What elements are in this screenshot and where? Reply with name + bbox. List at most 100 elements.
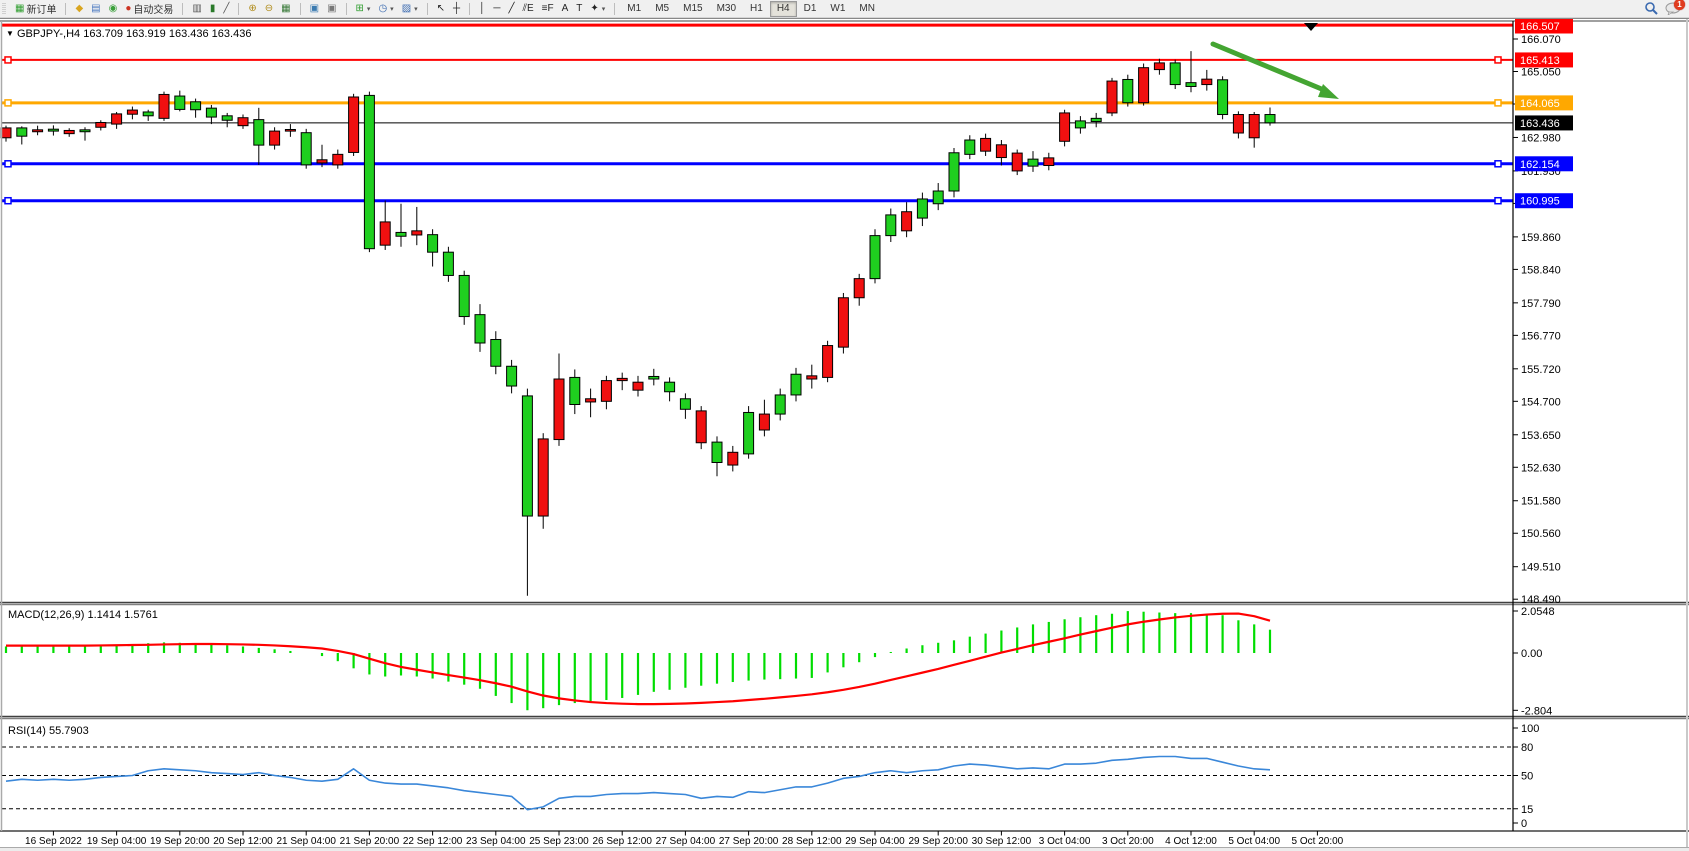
timeframe-w1-button[interactable]: W1 xyxy=(830,2,846,14)
time-axis-label: 30 Sep 12:00 xyxy=(972,836,1032,847)
timeframe-m1-button[interactable]: M1 xyxy=(627,2,642,14)
chart-title-collapse-icon[interactable]: ▼ xyxy=(6,29,14,38)
rsi-indicator-label: RSI(14) 55.7903 xyxy=(8,725,89,737)
candle xyxy=(158,93,170,119)
templates-icon[interactable]: ▨ ▾ xyxy=(398,0,422,17)
data-window-icon[interactable]: ▤ xyxy=(87,0,104,17)
candle xyxy=(126,109,138,115)
periods-clock-icon-caret[interactable]: ▾ xyxy=(390,5,394,13)
candle xyxy=(348,96,360,153)
zoom-in-icon[interactable]: ⊕ xyxy=(244,0,260,17)
level-handle[interactable] xyxy=(4,56,12,64)
candle xyxy=(695,410,707,444)
timeframe-mn-button[interactable]: MN xyxy=(859,2,875,14)
candlestick-chart-icon: ▮ xyxy=(209,2,216,14)
fibonacci-icon: ≡F xyxy=(541,2,554,14)
level-handle[interactable] xyxy=(4,196,12,205)
candle xyxy=(822,345,834,378)
timeframe-m30-button[interactable]: M30 xyxy=(716,2,737,14)
candle xyxy=(190,101,202,111)
text-icon[interactable]: A xyxy=(558,0,573,17)
level-handle[interactable] xyxy=(1494,160,1502,168)
rsi-axis-label: 15 xyxy=(1521,804,1533,816)
price-tag xyxy=(1515,193,1573,209)
quotes-icon[interactable]: ◆ xyxy=(71,0,87,17)
new-order-button[interactable]: ▦ 新订单 xyxy=(11,0,60,17)
navigator-icon[interactable]: ◉ xyxy=(105,0,122,17)
cursor-icon[interactable]: ↖ xyxy=(433,0,449,17)
new-chart-icon[interactable]: ▣ xyxy=(306,0,323,17)
level-handle[interactable] xyxy=(1494,196,1502,205)
indicators-icon-caret[interactable]: ▾ xyxy=(366,5,371,13)
profiles-icon: ▣ xyxy=(327,2,337,14)
time-axis-label: 27 Sep 20:00 xyxy=(719,836,779,847)
level-handle[interactable] xyxy=(1494,56,1502,64)
candle xyxy=(537,438,549,517)
candle xyxy=(885,214,897,237)
horizontal-line-icon: ─ xyxy=(493,2,501,14)
candle xyxy=(585,398,597,403)
macd-indicator-label: MACD(12,26,9) 1.1414 1.5761 xyxy=(8,609,158,621)
zoom-out-icon[interactable]: ⊖ xyxy=(261,0,277,17)
candle xyxy=(1090,117,1102,123)
new-order-button: ▦ xyxy=(15,2,25,14)
profiles-icon[interactable]: ▣ xyxy=(323,0,340,17)
timeframe-h1-button[interactable]: H1 xyxy=(750,2,763,14)
candle xyxy=(1074,120,1086,129)
arrows-shapes-icon: ✦ xyxy=(590,2,599,14)
time-axis-label: 5 Oct 20:00 xyxy=(1292,836,1344,847)
candle xyxy=(32,129,44,133)
bar-chart-icon[interactable]: ▥ xyxy=(188,0,205,17)
timeframe-h4-button[interactable]: H4 xyxy=(769,0,797,17)
candle xyxy=(205,107,217,118)
indicators-icon[interactable]: ⊞ ▾ xyxy=(352,0,375,17)
level-handle[interactable] xyxy=(4,160,12,168)
line-chart-icon[interactable]: ╱ xyxy=(219,0,233,17)
price-axis-label: 157.790 xyxy=(1521,298,1561,310)
auto-trading-button[interactable]: ● 自动交易 xyxy=(121,0,177,17)
candle xyxy=(332,153,344,166)
price-tag xyxy=(1515,115,1573,131)
time-axis-label: 21 Sep 20:00 xyxy=(340,836,400,847)
text-icon: A xyxy=(561,2,569,14)
time-axis-label: 28 Sep 12:00 xyxy=(782,836,842,847)
timeframe-d1-button[interactable]: D1 xyxy=(803,2,817,14)
chat-unread-badge: 1 xyxy=(1674,0,1685,10)
text-label-icon[interactable]: T xyxy=(572,0,586,17)
price-chart-canvas[interactable]: 166.070165.050164.030162.980161.930160.9… xyxy=(0,19,1689,851)
tile-windows-icon[interactable]: ▦ xyxy=(277,0,294,17)
time-axis-label: 26 Sep 12:00 xyxy=(592,836,652,847)
timeframe-m15-button[interactable]: M15 xyxy=(683,2,703,14)
level-handle[interactable] xyxy=(1494,99,1502,107)
candle xyxy=(869,235,881,280)
equidistant-channel-icon[interactable]: ⫽E xyxy=(519,0,538,17)
auto-trading-button-label: 自动交易 xyxy=(133,5,174,16)
time-axis-label: 19 Sep 20:00 xyxy=(150,836,210,847)
candle xyxy=(632,381,644,391)
candle xyxy=(521,395,533,517)
timeframe-m5-button[interactable]: M5 xyxy=(655,2,670,14)
candle xyxy=(174,95,186,110)
fibonacci-icon[interactable]: ≡F xyxy=(538,0,558,17)
arrows-shapes-icon[interactable]: ✦ ▾ xyxy=(586,0,609,17)
arrows-shapes-icon-caret[interactable]: ▾ xyxy=(601,5,606,13)
periods-clock-icon[interactable]: ◷ ▾ xyxy=(374,0,397,17)
candle xyxy=(379,221,391,246)
templates-icon-caret[interactable]: ▾ xyxy=(414,5,418,13)
candle xyxy=(411,230,423,236)
candle xyxy=(648,375,660,380)
macd-axis-label: 0.00 xyxy=(1521,648,1542,660)
trendline-icon[interactable]: ╱ xyxy=(504,0,518,17)
candle xyxy=(569,376,581,406)
candle xyxy=(142,111,154,117)
price-axis-label: 153.650 xyxy=(1521,430,1561,442)
vertical-line-icon[interactable]: │ xyxy=(475,0,489,17)
crosshair-icon[interactable]: ┼ xyxy=(449,0,464,17)
chat-icon[interactable]: 1 xyxy=(1665,0,1685,16)
search-icon[interactable] xyxy=(1644,1,1659,16)
trend-arrow-annotation[interactable] xyxy=(1210,41,1327,93)
candlestick-chart-icon[interactable]: ▮ xyxy=(206,0,220,17)
scroll-to-end-marker[interactable] xyxy=(1304,23,1318,31)
horizontal-line-icon[interactable]: ─ xyxy=(489,0,504,17)
level-handle[interactable] xyxy=(4,99,12,107)
